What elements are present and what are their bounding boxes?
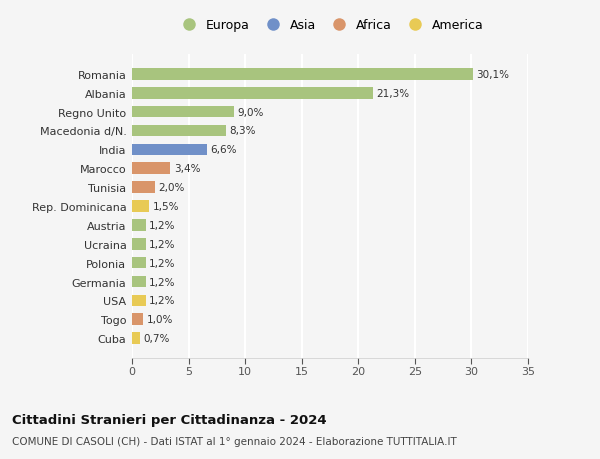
Bar — [132, 314, 143, 325]
Text: 9,0%: 9,0% — [237, 107, 263, 118]
Bar — [132, 69, 473, 80]
Legend: Europa, Asia, Africa, America: Europa, Asia, Africa, America — [176, 19, 484, 32]
Text: 2,0%: 2,0% — [158, 183, 184, 193]
Bar — [132, 88, 373, 99]
Text: 21,3%: 21,3% — [376, 89, 410, 99]
Text: 6,6%: 6,6% — [210, 145, 236, 155]
Text: 1,2%: 1,2% — [149, 220, 175, 230]
Text: 1,5%: 1,5% — [152, 202, 179, 212]
Bar — [132, 295, 146, 307]
Bar — [132, 106, 234, 118]
Bar — [132, 163, 170, 175]
Text: 1,2%: 1,2% — [149, 296, 175, 306]
Text: 30,1%: 30,1% — [476, 70, 509, 80]
Text: 1,2%: 1,2% — [149, 239, 175, 249]
Text: 3,4%: 3,4% — [174, 164, 200, 174]
Bar — [132, 182, 155, 194]
Text: 8,3%: 8,3% — [229, 126, 256, 136]
Text: 1,2%: 1,2% — [149, 277, 175, 287]
Text: 1,0%: 1,0% — [147, 314, 173, 325]
Text: 0,7%: 0,7% — [143, 333, 170, 343]
Bar — [132, 144, 206, 156]
Text: Cittadini Stranieri per Cittadinanza - 2024: Cittadini Stranieri per Cittadinanza - 2… — [12, 413, 326, 426]
Bar — [132, 219, 146, 231]
Bar — [132, 125, 226, 137]
Bar — [132, 257, 146, 269]
Bar — [132, 238, 146, 250]
Bar — [132, 333, 140, 344]
Bar — [132, 276, 146, 288]
Text: COMUNE DI CASOLI (CH) - Dati ISTAT al 1° gennaio 2024 - Elaborazione TUTTITALIA.: COMUNE DI CASOLI (CH) - Dati ISTAT al 1°… — [12, 436, 457, 446]
Text: 1,2%: 1,2% — [149, 258, 175, 268]
Bar — [132, 201, 149, 213]
